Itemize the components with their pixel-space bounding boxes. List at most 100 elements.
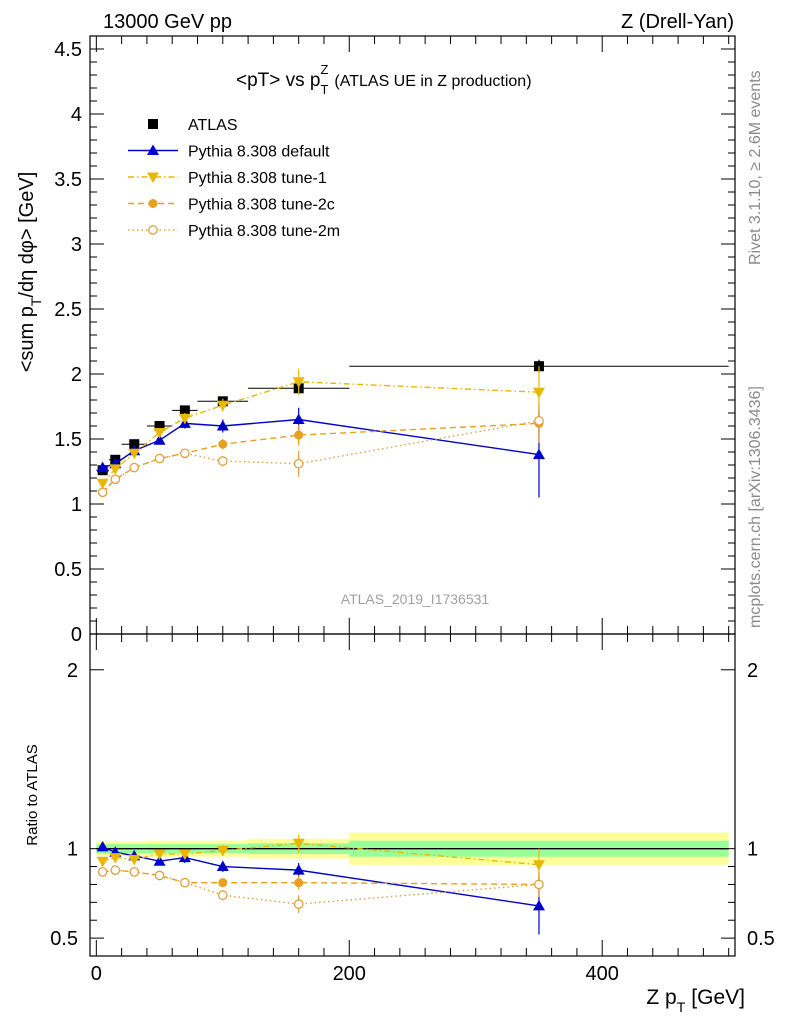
ratio-point xyxy=(109,853,122,864)
chart-title-sup: Z xyxy=(320,62,328,77)
data-point xyxy=(153,428,166,439)
ratio-axes: 0.5 0.5 1 1 2 2 0 200 400 xyxy=(50,634,775,985)
ratio-point xyxy=(129,867,140,877)
ratio-point xyxy=(534,879,544,890)
rivet-label: Rivet 3.1.10, ≥ 2.6M events xyxy=(747,70,764,265)
x-axis-label: Z pT [GeV] xyxy=(646,986,745,1015)
y-label-a: <sum p xyxy=(16,306,38,372)
y-tick-label: 3.5 xyxy=(54,169,82,191)
ratio-series-line xyxy=(102,869,539,886)
y-tick-label: 1.5 xyxy=(54,429,82,451)
ratio-series-line xyxy=(102,869,540,905)
chart-title-rest: (ATLAS UE in Z production) xyxy=(334,73,531,90)
data-point xyxy=(534,415,544,426)
legend-label: Pythia 8.308 default xyxy=(188,144,330,161)
ratio-point xyxy=(293,899,304,909)
data-point xyxy=(179,405,190,416)
y-tick-label: 4.5 xyxy=(54,39,82,61)
mcplots-label: mcplots.cern.ch [arXiv:1306.3436] xyxy=(747,386,764,628)
y-label-b: /dη dφ> [GeV] xyxy=(16,172,38,298)
legend-entry-default: Pythia 8.308 default xyxy=(128,144,330,161)
series-data xyxy=(96,359,729,476)
ratio-point xyxy=(128,854,141,866)
ratio-y-tick-label-right: 1 xyxy=(747,839,758,861)
ratio-point xyxy=(532,899,545,911)
ratio-bands xyxy=(96,832,729,865)
ratio-point xyxy=(154,870,165,881)
ratio-point xyxy=(292,864,305,875)
legend: ATLAS Pythia 8.308 default Pythia 8.308 tu… xyxy=(128,117,340,240)
y-label-sub: T xyxy=(28,297,44,306)
y-tick-label: 1 xyxy=(71,494,82,516)
ratio-point xyxy=(216,860,229,872)
legend-entry-tune2m: Pythia 8.308 tune-2m xyxy=(128,223,340,240)
y-tick-label: 3 xyxy=(71,234,82,256)
ratio-point xyxy=(153,849,166,861)
ratio-y-tick-label: 1 xyxy=(67,839,78,861)
main-frame xyxy=(89,35,736,635)
series-tune2m xyxy=(97,405,544,498)
chart-title-sub: T xyxy=(321,82,329,97)
ratio-y-label: Ratio to ATLAS xyxy=(24,744,41,845)
x-label-sub: T xyxy=(677,999,686,1015)
ratio-frame xyxy=(89,633,736,957)
legend-marker xyxy=(148,225,158,235)
data-point xyxy=(178,413,191,425)
data-point xyxy=(216,400,229,412)
ratio-series-tune2c xyxy=(98,865,544,897)
ratio-point xyxy=(153,855,166,866)
ratio-series-tune2m xyxy=(97,865,544,914)
x-tick-label: 0 xyxy=(91,963,102,985)
main-marks xyxy=(96,359,729,498)
legend-label: Pythia 8.308 tune-2c xyxy=(188,197,335,214)
main-y-label: <sum pT/dη dφ> [GeV] xyxy=(16,172,44,373)
y-tick-label: 0.5 xyxy=(54,559,82,581)
data-point xyxy=(154,453,165,464)
legend-entry-data: ATLAS xyxy=(148,117,238,134)
ratio-point xyxy=(178,849,191,861)
legend-label: Pythia 8.308 tune-2m xyxy=(188,223,340,240)
ratio-point xyxy=(532,860,545,871)
data-point xyxy=(216,420,229,431)
legend-marker xyxy=(147,144,159,155)
data-point xyxy=(217,456,228,466)
series-tune2c xyxy=(98,403,544,497)
legend-entry-tune2c: Pythia 8.308 tune-2c xyxy=(128,197,335,214)
ratio-y-tick-label-right: 0.5 xyxy=(747,928,775,950)
ratio-panel: 0.5 0.5 1 1 2 2 0 200 400 Ratio to ATLAS Z pT [Ge… xyxy=(24,633,775,1015)
data-point xyxy=(129,462,140,473)
series-line xyxy=(102,418,540,469)
ratio-point xyxy=(96,840,109,852)
legend-marker xyxy=(147,172,159,183)
legend-label: ATLAS xyxy=(188,117,238,134)
data-point xyxy=(292,377,305,388)
data-point xyxy=(154,421,165,431)
data-point xyxy=(96,461,109,473)
analysis-label: ATLAS_2019_I1736531 xyxy=(341,591,490,607)
x-label-b: [GeV] xyxy=(691,986,745,1009)
data-point xyxy=(96,478,109,490)
series-line xyxy=(102,422,540,493)
ratio-point xyxy=(96,856,109,868)
ratio-point xyxy=(110,865,121,875)
y-tick-label: 0 xyxy=(71,624,82,646)
y-tick-label: 4 xyxy=(71,104,82,126)
data-point xyxy=(153,434,166,445)
data-point xyxy=(532,448,545,460)
series-line xyxy=(102,381,540,484)
chart-title: <pT> vs pTZ (ATLAS UE in Z production) xyxy=(236,62,532,97)
ratio-y-tick-label-right: 2 xyxy=(747,660,758,682)
ratio-point xyxy=(216,845,229,857)
x-tick-label: 400 xyxy=(586,963,619,985)
data-point xyxy=(129,439,140,450)
data-point xyxy=(180,448,190,459)
y-tick-label: 2 xyxy=(71,364,82,386)
data-point xyxy=(532,387,545,399)
y-tick-label: 2.5 xyxy=(54,299,82,321)
legend-label: Pythia 8.308 tune-1 xyxy=(188,170,327,187)
main-panel: 00.511.522.533.544.5 <pT> vs pTZ(ATLAS U… xyxy=(16,35,736,646)
series-line xyxy=(102,420,540,493)
ratio-marks xyxy=(96,834,545,935)
legend-marker xyxy=(148,119,158,129)
data-point xyxy=(97,487,108,498)
